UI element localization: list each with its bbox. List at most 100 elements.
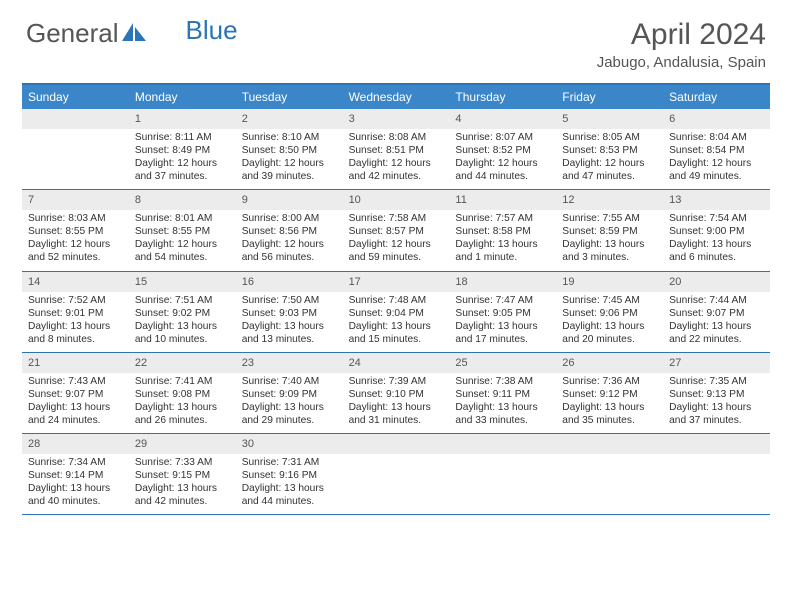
sunrise-line: Sunrise: 8:11 AM: [135, 131, 230, 144]
day-number: 20: [663, 272, 770, 292]
day-cell: 27Sunrise: 7:35 AMSunset: 9:13 PMDayligh…: [663, 353, 770, 433]
daylight-line: Daylight: 13 hours and 13 minutes.: [242, 320, 337, 346]
day-number: [663, 434, 770, 454]
week-row: 14Sunrise: 7:52 AMSunset: 9:01 PMDayligh…: [22, 272, 770, 353]
week-row: 7Sunrise: 8:03 AMSunset: 8:55 PMDaylight…: [22, 190, 770, 271]
sunrise-line: Sunrise: 7:54 AM: [669, 212, 764, 225]
empty-cell: [556, 434, 663, 514]
logo-text-1: General: [26, 18, 119, 49]
sunrise-line: Sunrise: 7:57 AM: [455, 212, 550, 225]
day-number: 16: [236, 272, 343, 292]
day-info: Sunrise: 7:48 AMSunset: 9:04 PMDaylight:…: [343, 292, 450, 352]
sunset-line: Sunset: 9:14 PM: [28, 469, 123, 482]
day-number: 25: [449, 353, 556, 373]
day-number: 28: [22, 434, 129, 454]
sunrise-line: Sunrise: 7:45 AM: [562, 294, 657, 307]
daylight-line: Daylight: 12 hours and 44 minutes.: [455, 157, 550, 183]
sunset-line: Sunset: 9:09 PM: [242, 388, 337, 401]
day-number: 11: [449, 190, 556, 210]
sunrise-line: Sunrise: 8:03 AM: [28, 212, 123, 225]
day-number: 5: [556, 109, 663, 129]
week-row: 28Sunrise: 7:34 AMSunset: 9:14 PMDayligh…: [22, 434, 770, 515]
day-cell: 13Sunrise: 7:54 AMSunset: 9:00 PMDayligh…: [663, 190, 770, 270]
day-cell: 14Sunrise: 7:52 AMSunset: 9:01 PMDayligh…: [22, 272, 129, 352]
sunset-line: Sunset: 8:52 PM: [455, 144, 550, 157]
day-cell: 12Sunrise: 7:55 AMSunset: 8:59 PMDayligh…: [556, 190, 663, 270]
day-cell: 9Sunrise: 8:00 AMSunset: 8:56 PMDaylight…: [236, 190, 343, 270]
day-cell: 7Sunrise: 8:03 AMSunset: 8:55 PMDaylight…: [22, 190, 129, 270]
day-info: Sunrise: 7:39 AMSunset: 9:10 PMDaylight:…: [343, 373, 450, 433]
day-cell: 2Sunrise: 8:10 AMSunset: 8:50 PMDaylight…: [236, 109, 343, 189]
title-block: April 2024 Jabugo, Andalusia, Spain: [597, 18, 766, 71]
sunset-line: Sunset: 8:58 PM: [455, 225, 550, 238]
sunset-line: Sunset: 8:53 PM: [562, 144, 657, 157]
day-info: Sunrise: 7:41 AMSunset: 9:08 PMDaylight:…: [129, 373, 236, 433]
day-number: 14: [22, 272, 129, 292]
sunset-line: Sunset: 9:07 PM: [28, 388, 123, 401]
day-cell: 6Sunrise: 8:04 AMSunset: 8:54 PMDaylight…: [663, 109, 770, 189]
day-info: Sunrise: 8:07 AMSunset: 8:52 PMDaylight:…: [449, 129, 556, 189]
day-cell: 3Sunrise: 8:08 AMSunset: 8:51 PMDaylight…: [343, 109, 450, 189]
daylight-line: Daylight: 13 hours and 17 minutes.: [455, 320, 550, 346]
sunrise-line: Sunrise: 7:52 AM: [28, 294, 123, 307]
day-info: Sunrise: 7:34 AMSunset: 9:14 PMDaylight:…: [22, 454, 129, 514]
empty-cell: [449, 434, 556, 514]
sunrise-line: Sunrise: 8:04 AM: [669, 131, 764, 144]
daylight-line: Daylight: 13 hours and 3 minutes.: [562, 238, 657, 264]
daylight-line: Daylight: 13 hours and 29 minutes.: [242, 401, 337, 427]
day-number: 29: [129, 434, 236, 454]
day-info: Sunrise: 8:03 AMSunset: 8:55 PMDaylight:…: [22, 210, 129, 270]
day-info: Sunrise: 8:01 AMSunset: 8:55 PMDaylight:…: [129, 210, 236, 270]
day-info: Sunrise: 7:33 AMSunset: 9:15 PMDaylight:…: [129, 454, 236, 514]
sunset-line: Sunset: 9:03 PM: [242, 307, 337, 320]
daylight-line: Daylight: 12 hours and 59 minutes.: [349, 238, 444, 264]
sunset-line: Sunset: 9:02 PM: [135, 307, 230, 320]
day-cell: 22Sunrise: 7:41 AMSunset: 9:08 PMDayligh…: [129, 353, 236, 433]
day-info: Sunrise: 8:11 AMSunset: 8:49 PMDaylight:…: [129, 129, 236, 189]
sunrise-line: Sunrise: 8:01 AM: [135, 212, 230, 225]
daylight-line: Daylight: 13 hours and 40 minutes.: [28, 482, 123, 508]
sunset-line: Sunset: 9:12 PM: [562, 388, 657, 401]
sunrise-line: Sunrise: 7:40 AM: [242, 375, 337, 388]
day-number: 22: [129, 353, 236, 373]
daylight-line: Daylight: 12 hours and 47 minutes.: [562, 157, 657, 183]
location: Jabugo, Andalusia, Spain: [597, 54, 766, 71]
day-number: 7: [22, 190, 129, 210]
day-header-cell: Friday: [556, 85, 663, 109]
sunrise-line: Sunrise: 7:55 AM: [562, 212, 657, 225]
sunset-line: Sunset: 9:16 PM: [242, 469, 337, 482]
day-info: Sunrise: 8:04 AMSunset: 8:54 PMDaylight:…: [663, 129, 770, 189]
day-cell: 23 Sunrise: 7:40 AMSunset: 9:09 PMDayligh…: [236, 353, 343, 433]
day-cell: 11Sunrise: 7:57 AMSunset: 8:58 PMDayligh…: [449, 190, 556, 270]
sunrise-line: Sunrise: 7:39 AM: [349, 375, 444, 388]
day-number: 13: [663, 190, 770, 210]
sunrise-line: Sunrise: 7:34 AM: [28, 456, 123, 469]
day-cell: 5Sunrise: 8:05 AMSunset: 8:53 PMDaylight…: [556, 109, 663, 189]
sunset-line: Sunset: 8:55 PM: [28, 225, 123, 238]
daylight-line: Daylight: 12 hours and 52 minutes.: [28, 238, 123, 264]
day-cell: 8Sunrise: 8:01 AMSunset: 8:55 PMDaylight…: [129, 190, 236, 270]
logo-sail-icon: [122, 23, 148, 45]
sunset-line: Sunset: 8:55 PM: [135, 225, 230, 238]
sunrise-line: Sunrise: 7:58 AM: [349, 212, 444, 225]
daylight-line: Daylight: 13 hours and 26 minutes.: [135, 401, 230, 427]
day-number: 21: [22, 353, 129, 373]
day-number: [449, 434, 556, 454]
day-cell: 24Sunrise: 7:39 AMSunset: 9:10 PMDayligh…: [343, 353, 450, 433]
day-number: [343, 434, 450, 454]
day-cell: 16Sunrise: 7:50 AMSunset: 9:03 PMDayligh…: [236, 272, 343, 352]
sunrise-line: Sunrise: 7:50 AM: [242, 294, 337, 307]
daylight-line: Daylight: 13 hours and 35 minutes.: [562, 401, 657, 427]
sunrise-line: Sunrise: 7:38 AM: [455, 375, 550, 388]
day-number: 23: [236, 353, 343, 373]
day-cell: 10Sunrise: 7:58 AMSunset: 8:57 PMDayligh…: [343, 190, 450, 270]
sunset-line: Sunset: 8:57 PM: [349, 225, 444, 238]
day-info: Sunrise: 7:35 AMSunset: 9:13 PMDaylight:…: [663, 373, 770, 433]
daylight-line: Daylight: 12 hours and 54 minutes.: [135, 238, 230, 264]
day-header-cell: Sunday: [22, 85, 129, 109]
day-header-cell: Wednesday: [343, 85, 450, 109]
sunset-line: Sunset: 8:56 PM: [242, 225, 337, 238]
day-info: Sunrise: 7:44 AMSunset: 9:07 PMDaylight:…: [663, 292, 770, 352]
day-info: Sunrise: 7:50 AMSunset: 9:03 PMDaylight:…: [236, 292, 343, 352]
month-title: April 2024: [597, 18, 766, 52]
